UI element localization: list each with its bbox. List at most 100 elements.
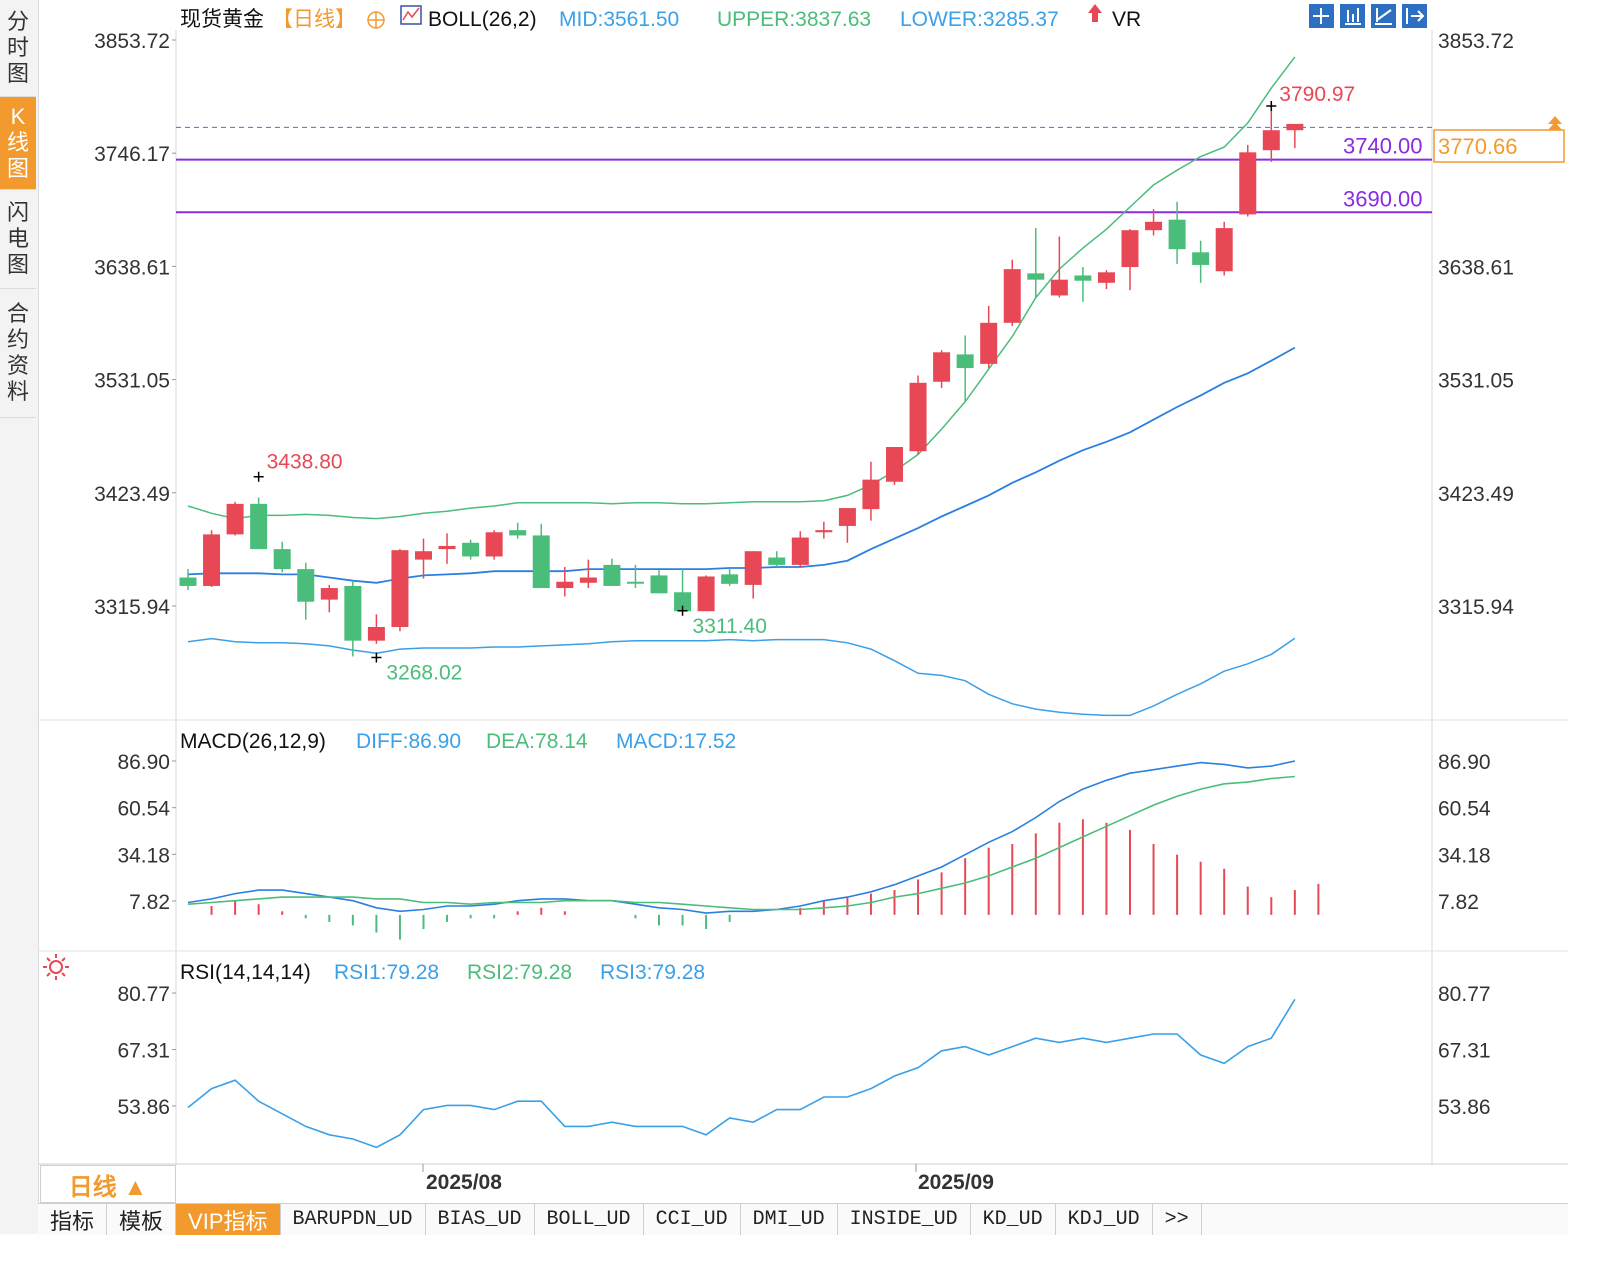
candle [415,538,432,579]
candle [1145,209,1163,236]
boll-mid: MID:3561.50 [559,8,679,31]
tick-left-4: 3423.49 [94,483,170,506]
tab-contract-info[interactable]: 合约资料 [0,289,36,418]
low-label-3311: 3311.40 [693,615,767,638]
tick-left-1: 60.54 [117,798,170,821]
instrument-name: 现货黄金 [180,8,264,31]
tick-right-0: 86.90 [1438,751,1491,774]
indicator-tab--[interactable]: >> [1153,1204,1202,1235]
price-axis-left: 3853.723853.723746.173746.173638.613638.… [94,30,1514,619]
tick-left-0: 3853.72 [94,30,170,53]
rsi2-value: RSI2:79.28 [467,961,572,984]
indicator-tab-vip指标[interactable]: VIP指标 [176,1204,281,1235]
x-label-aug: 2025/08 [426,1171,502,1194]
candle [1286,123,1304,149]
candle [509,522,527,539]
extreme-marker [371,652,382,663]
candle [697,575,715,612]
candle [1050,236,1068,298]
low-label-3268: 3268.02 [386,661,462,684]
candle [391,549,409,632]
indicator-tab-kdj-ud[interactable]: KDJ_UD [1056,1204,1153,1235]
candle [1121,229,1139,291]
x-label-sep: 2025/09 [918,1171,994,1194]
tick-right-2: 3638.61 [1438,256,1514,279]
indicator-tab-inside-ud[interactable]: INSIDE_UD [838,1204,971,1235]
candle [862,461,880,521]
candle [320,584,338,613]
macd-diff: DIFF:86.90 [356,730,461,753]
macd-dea-line [187,775,1295,911]
candle [1192,240,1210,283]
rsi3-value: RSI3:79.28 [600,961,705,984]
boll-mid-line [187,346,1296,584]
candle [1003,259,1021,326]
macd-label: MACD(26,12,9) [180,730,326,753]
indicator-tab-boll-ud[interactable]: BOLL_UD [535,1204,644,1235]
period-settings-icon[interactable] [367,11,385,29]
draw-icon[interactable] [1371,4,1396,28]
tick-right-4: 3423.49 [1438,483,1514,506]
boll-upper-line [187,56,1296,520]
expand-up-icon[interactable] [1548,116,1562,130]
candle [556,566,574,597]
tick-left-2: 53.86 [117,1096,170,1119]
candle [626,564,644,589]
rsi-line [187,998,1296,1149]
candle [791,531,809,567]
boll-lower: LOWER:3285.37 [900,8,1059,31]
period-selector[interactable]: 日线 ▲ [40,1165,176,1203]
grid-icon[interactable] [1309,4,1334,28]
indicator-tab-cci-ud[interactable]: CCI_UD [644,1204,741,1235]
indicator-tab-barupdn-ud[interactable]: BARUPDN_UD [281,1204,426,1235]
tick-left-2: 3638.61 [94,256,170,279]
indicator-tab-bias-ud[interactable]: BIAS_UD [426,1204,535,1235]
tab-time-chart[interactable]: 分时图 [0,0,36,97]
tick-right-3: 7.82 [1438,891,1479,914]
current-price-value: 3770.66 [1438,134,1518,159]
indicator-icon[interactable] [400,5,422,25]
rsi-plot [187,998,1296,1149]
tick-right-1: 60.54 [1438,798,1491,821]
candle [886,447,903,485]
tab-flash-chart[interactable]: 闪电图 [0,190,36,289]
tick-left-1: 3746.17 [94,143,170,166]
indicator-tab-dmi-ud[interactable]: DMI_UD [741,1204,838,1235]
switch-indicator-arrow-icon[interactable] [1088,4,1102,22]
candle [1262,106,1280,162]
sun-settings-icon[interactable] [43,954,69,980]
rsi1-value: RSI1:79.28 [334,961,439,984]
extreme-marker [677,605,688,616]
tick-left-5: 3315.94 [94,596,170,619]
macd-diff-line [187,760,1296,914]
tick-right-2: 53.86 [1438,1096,1491,1119]
boll-label: BOLL(26,2) [428,8,537,31]
candle [909,375,927,455]
tick-right-2: 34.18 [1438,844,1491,867]
candle [744,551,762,599]
candle [768,551,786,567]
exit-icon[interactable] [1402,4,1427,28]
chart-canvas[interactable]: 现货黄金 【日线】 BOLL(26,2) MID:3561.50 UPPER:3… [0,0,1568,1234]
vr-label[interactable]: VR [1112,8,1141,31]
candle [367,614,385,644]
hline-label-3690: 3690.00 [1343,186,1423,211]
candle [485,530,503,560]
chart-icon[interactable] [1340,4,1365,28]
macd-plot [187,760,1320,940]
rsi-label: RSI(14,14,14) [180,961,311,984]
tick-right-0: 80.77 [1438,983,1491,1006]
candle [226,501,244,536]
extreme-marker [253,471,264,482]
candle [603,558,621,586]
candle [273,541,291,573]
candle [956,335,974,402]
tick-left-0: 86.90 [117,751,170,774]
indicator-tab-模板[interactable]: 模板 [107,1204,177,1235]
indicator-tab-指标[interactable]: 指标 [38,1204,108,1235]
indicator-tab-kd-ud[interactable]: KD_UD [971,1204,1056,1235]
candle [1239,144,1257,217]
candle [579,559,597,589]
